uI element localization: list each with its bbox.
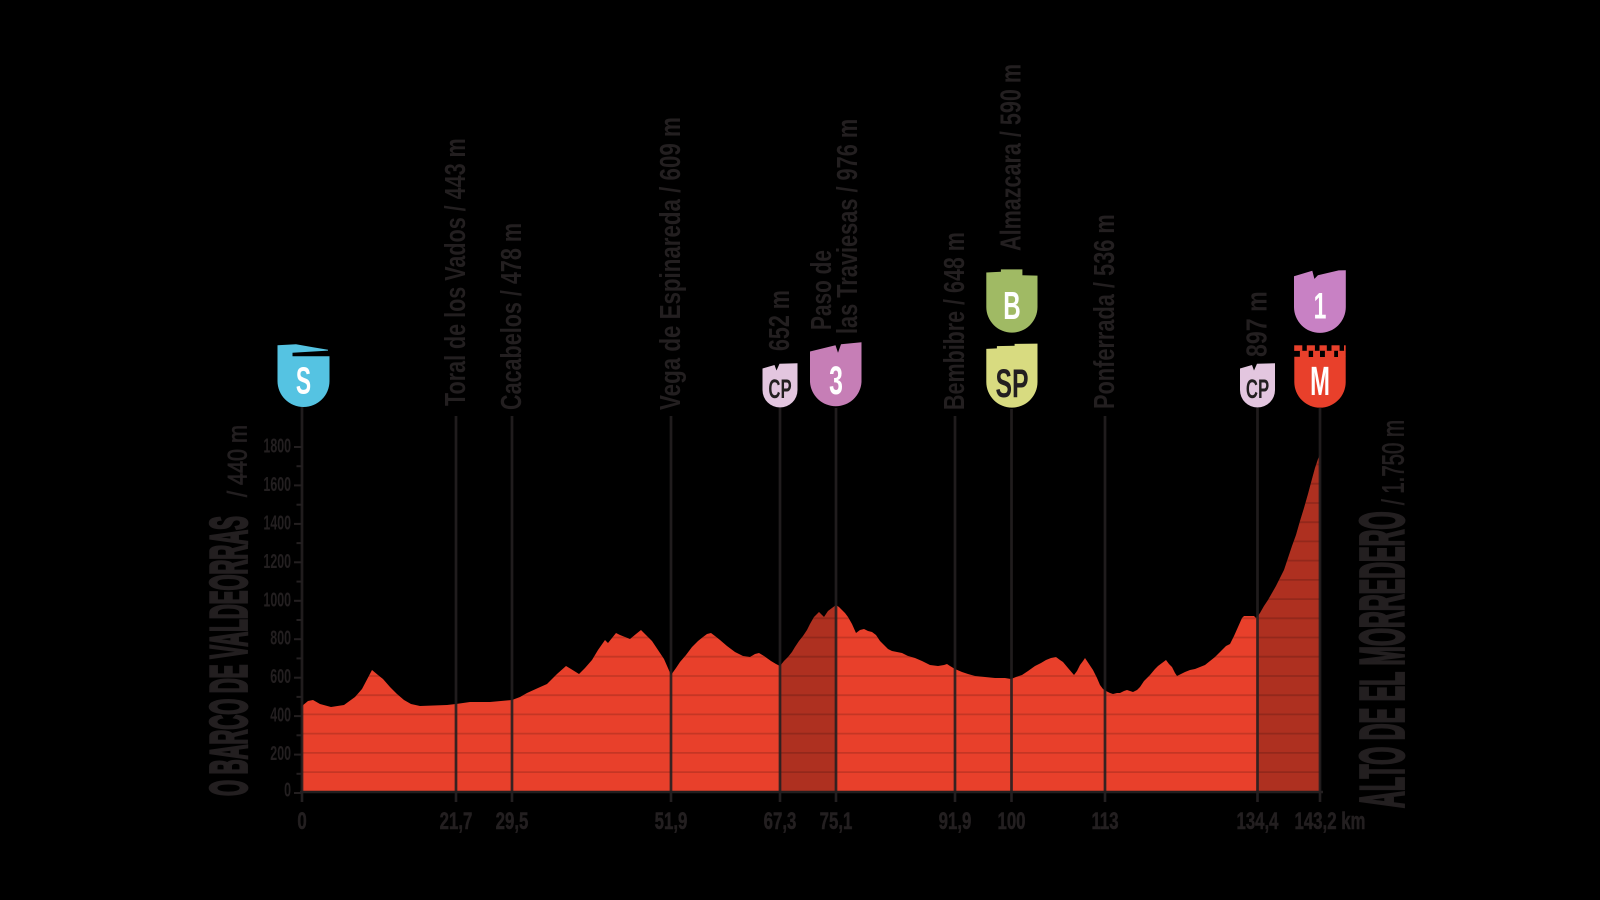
svg-text:1800: 1800: [263, 434, 291, 457]
svg-text:Toral de los Vados / 443 m: Toral de los Vados / 443 m: [440, 138, 472, 406]
svg-text:SP: SP: [995, 362, 1028, 406]
svg-text:Bembibre / 648 m: Bembibre / 648 m: [939, 232, 971, 410]
svg-text:/ 440 m: / 440 m: [223, 425, 253, 497]
svg-text:21,7: 21,7: [440, 808, 473, 835]
svg-text:1400: 1400: [263, 511, 291, 534]
svg-text:las Traviesas / 976 m: las Traviesas / 976 m: [832, 119, 864, 334]
svg-text:Cacabelos / 478 m: Cacabelos / 478 m: [496, 223, 528, 410]
svg-text:134,4: 134,4: [1236, 808, 1278, 835]
svg-text:O BARCO DE VALDEORRAS: O BARCO DE VALDEORRAS: [200, 516, 258, 796]
svg-text:S: S: [296, 360, 311, 402]
svg-text:M: M: [1310, 360, 1330, 405]
svg-text:Vega de Espinareda / 609 m: Vega de Espinareda / 609 m: [655, 117, 686, 410]
svg-text:1600: 1600: [263, 473, 291, 496]
svg-text:Almazcara / 590 m: Almazcara / 590 m: [996, 64, 1028, 251]
svg-text:400: 400: [270, 704, 291, 727]
svg-text:51,9: 51,9: [655, 808, 688, 835]
svg-text:0: 0: [297, 808, 306, 835]
svg-text:1200: 1200: [263, 550, 291, 573]
svg-text:B: B: [1003, 284, 1020, 327]
svg-text:29,5: 29,5: [496, 808, 529, 835]
svg-text:600: 600: [270, 665, 291, 688]
svg-text:CP: CP: [768, 374, 791, 404]
svg-text:ALTO DE EL MORREDERO: ALTO DE EL MORREDERO: [1348, 511, 1417, 808]
svg-text:67,3: 67,3: [764, 808, 797, 835]
svg-text:91,9: 91,9: [939, 808, 972, 835]
svg-text:75,1: 75,1: [820, 808, 853, 835]
svg-text:113: 113: [1091, 808, 1118, 835]
svg-text:800: 800: [270, 627, 291, 650]
svg-text:143,2 km: 143,2 km: [1295, 808, 1366, 835]
svg-text:3: 3: [829, 359, 843, 403]
svg-text:Paso de: Paso de: [806, 250, 838, 330]
svg-text:/ 1.750 m: / 1.750 m: [1375, 420, 1410, 505]
svg-text:897 m: 897 m: [1240, 291, 1273, 357]
svg-text:Ponferrada / 536 m: Ponferrada / 536 m: [1089, 214, 1121, 409]
svg-text:1000: 1000: [263, 588, 291, 611]
svg-text:CP: CP: [1246, 374, 1269, 404]
svg-text:200: 200: [270, 742, 291, 765]
svg-text:0: 0: [284, 778, 291, 801]
svg-text:100: 100: [997, 808, 1025, 835]
svg-text:652 m: 652 m: [764, 290, 796, 351]
svg-text:1: 1: [1314, 285, 1327, 327]
